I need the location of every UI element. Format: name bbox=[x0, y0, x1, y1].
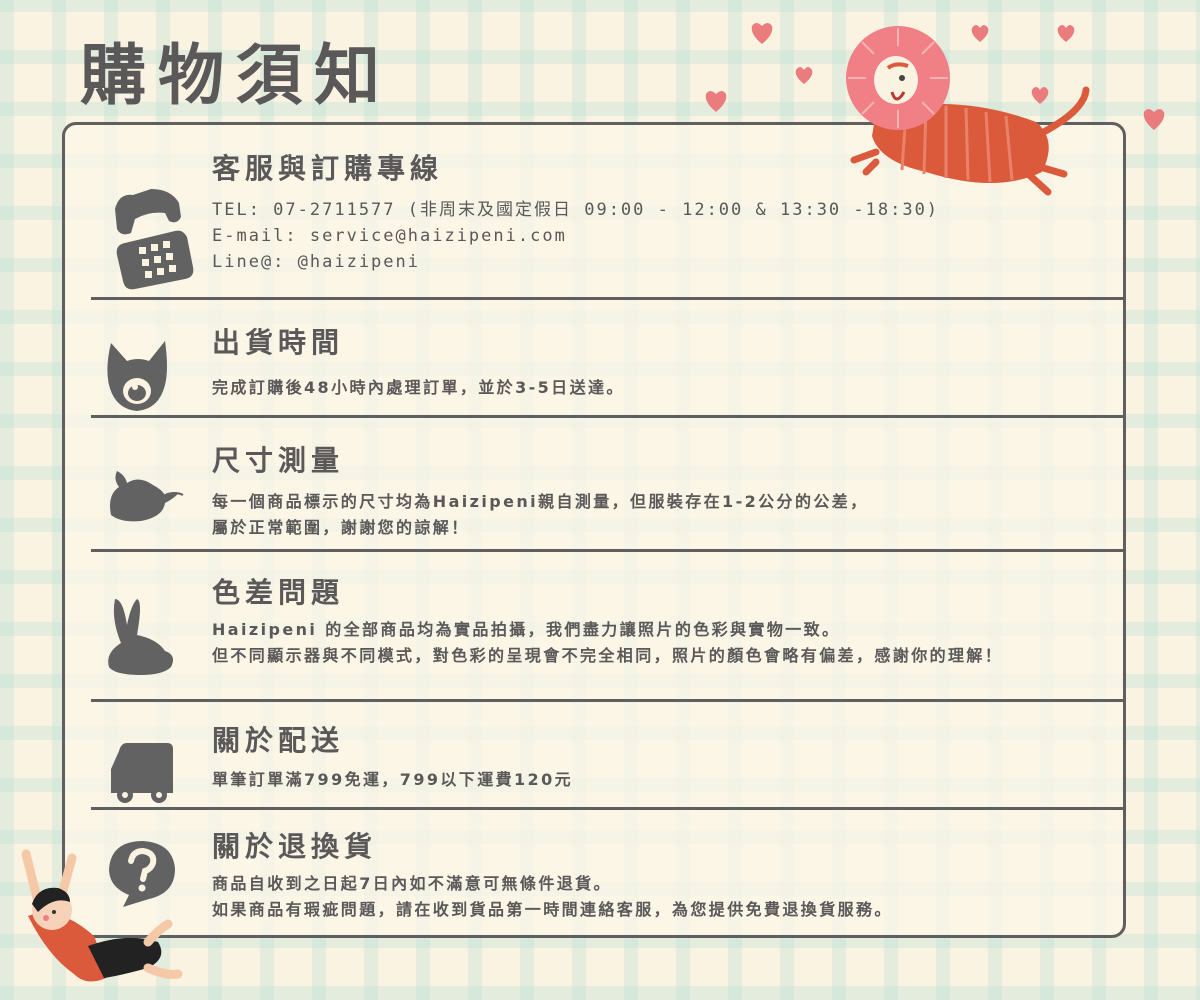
section-body: Haizipeni 的全部商品均為實品拍攝，我們盡力讓照片的色彩與實物一致。 但… bbox=[212, 617, 1003, 669]
divider bbox=[91, 297, 1123, 300]
mouse-icon bbox=[110, 471, 184, 522]
section-color-difference: 色差問題 Haizipeni 的全部商品均為實品拍攝，我們盡力讓照片的色彩與實物… bbox=[91, 555, 1123, 697]
heart-icon bbox=[1031, 87, 1049, 104]
section-body: 單筆訂單滿799免運，799以下運費120元 bbox=[212, 767, 573, 793]
section-text: Haizipeni 的全部商品均為實品拍攝，我們盡力讓照片的色彩與實物一致。 bbox=[212, 620, 841, 639]
section-body: 商品自收到之日起7日內如不滿意可無條件退貨。 如果商品有瑕疵問題，請在收到貨品第… bbox=[212, 871, 893, 923]
section-returns: 關於退換貨 商品自收到之日起7日內如不滿意可無條件退貨。 如果商品有瑕疵問題，請… bbox=[91, 813, 1123, 933]
telephone-icon bbox=[115, 189, 194, 290]
section-shipping-time: 出貨時間 完成訂購後48小時內處理訂單，並於3-5日送達。 bbox=[91, 303, 1123, 413]
section-title: 尺寸測量 bbox=[212, 444, 345, 477]
heart-icon bbox=[795, 67, 813, 84]
divider bbox=[91, 699, 1123, 702]
section-title: 色差問題 bbox=[212, 576, 345, 609]
cat-face-icon bbox=[107, 341, 167, 411]
hearts-decoration bbox=[705, 23, 1165, 130]
section-delivery: 關於配送 單筆訂單滿799免運，799以下運費120元 bbox=[91, 705, 1123, 805]
divider bbox=[91, 549, 1123, 552]
heart-icon bbox=[971, 25, 989, 42]
section-text: 商品自收到之日起7日內如不滿意可無條件退貨。 bbox=[212, 874, 612, 893]
divider bbox=[91, 807, 1123, 810]
email-line[interactable]: E-mail: service@haizipeni.com bbox=[212, 226, 567, 246]
page-title: 購物須知 bbox=[80, 37, 392, 114]
section-customer-service: 客服與訂購專線 TEL: 07-2711577 (非周末及國定假日 09:00 … bbox=[91, 143, 1123, 293]
info-panel: 客服與訂購專線 TEL: 07-2711577 (非周末及國定假日 09:00 … bbox=[62, 122, 1126, 938]
section-text: 每一個商品標示的尺寸均為Haizipeni親自測量，但服裝存在1-2公分的公差， bbox=[212, 492, 869, 511]
section-text: 完成訂購後48小時內處理訂單，並於3-5日送達。 bbox=[212, 378, 625, 397]
heart-icon bbox=[705, 91, 727, 112]
section-title: 客服與訂購專線 bbox=[212, 152, 444, 185]
divider bbox=[91, 415, 1123, 418]
section-text: 如果商品有瑕疵問題，請在收到貨品第一時間連絡客服，為您提供免費退換貨服務。 bbox=[212, 900, 893, 919]
section-text: 單筆訂單滿799免運，799以下運費120元 bbox=[212, 770, 573, 789]
section-title: 關於退換貨 bbox=[212, 830, 378, 863]
heart-icon bbox=[1143, 109, 1165, 130]
phone-line: TEL: 07-2711577 (非周末及國定假日 09:00 - 12:00 … bbox=[212, 200, 940, 220]
section-body: 完成訂購後48小時內處理訂單，並於3-5日送達。 bbox=[212, 375, 625, 401]
section-body: 每一個商品標示的尺寸均為Haizipeni親自測量，但服裝存在1-2公分的公差，… bbox=[212, 489, 869, 541]
heart-icon bbox=[1057, 25, 1075, 42]
rabbit-icon bbox=[108, 599, 173, 675]
section-title: 出貨時間 bbox=[212, 326, 345, 359]
section-text: 屬於正常範圍，謝謝您的諒解！ bbox=[212, 518, 470, 537]
line-id-line: Line@: @haizipeni bbox=[212, 252, 420, 272]
question-bubble-icon bbox=[109, 841, 175, 907]
truck-icon bbox=[111, 743, 173, 803]
section-title: 關於配送 bbox=[212, 724, 345, 757]
lion-illustration bbox=[846, 26, 1090, 196]
child-illustration bbox=[21, 849, 183, 982]
heart-icon bbox=[751, 23, 773, 44]
section-size-measurement: 尺寸測量 每一個商品標示的尺寸均為Haizipeni親自測量，但服裝存在1-2公… bbox=[91, 421, 1123, 549]
section-body: TEL: 07-2711577 (非周末及國定假日 09:00 - 12:00 … bbox=[212, 197, 939, 275]
section-text: 但不同顯示器與不同模式，對色彩的呈現會不完全相同，照片的顏色會略有偏差，感謝你的… bbox=[212, 646, 1004, 665]
